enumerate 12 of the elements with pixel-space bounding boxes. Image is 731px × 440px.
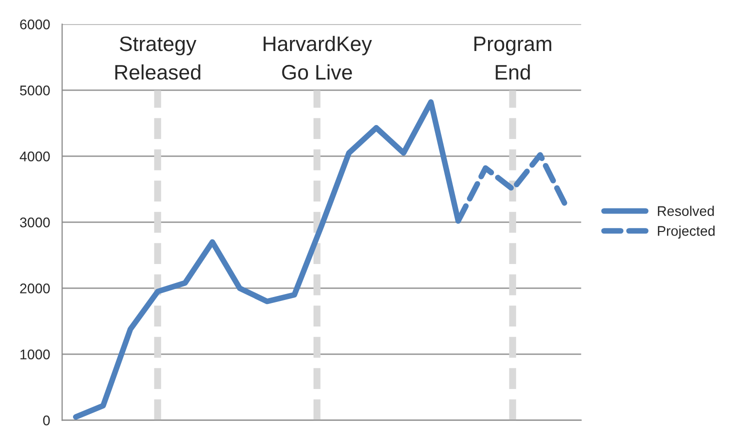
y-tick-label: 1000 bbox=[20, 350, 50, 360]
annotation: HarvardKey Go Live bbox=[264, 36, 372, 80]
annotation: Strategy Released bbox=[115, 36, 200, 80]
y-tick-label: 2000 bbox=[20, 284, 50, 294]
annotation: Program End bbox=[474, 36, 552, 80]
y-tick-label: 6000 bbox=[20, 20, 50, 30]
y-tick-label: 0 bbox=[43, 416, 50, 426]
y-tick-label: 5000 bbox=[20, 86, 50, 96]
y-tick-label: 3000 bbox=[20, 218, 50, 228]
legend-label: Resolved bbox=[658, 206, 714, 216]
y-tick-label: 4000 bbox=[20, 152, 50, 162]
legend-label: Projected bbox=[658, 226, 715, 239]
